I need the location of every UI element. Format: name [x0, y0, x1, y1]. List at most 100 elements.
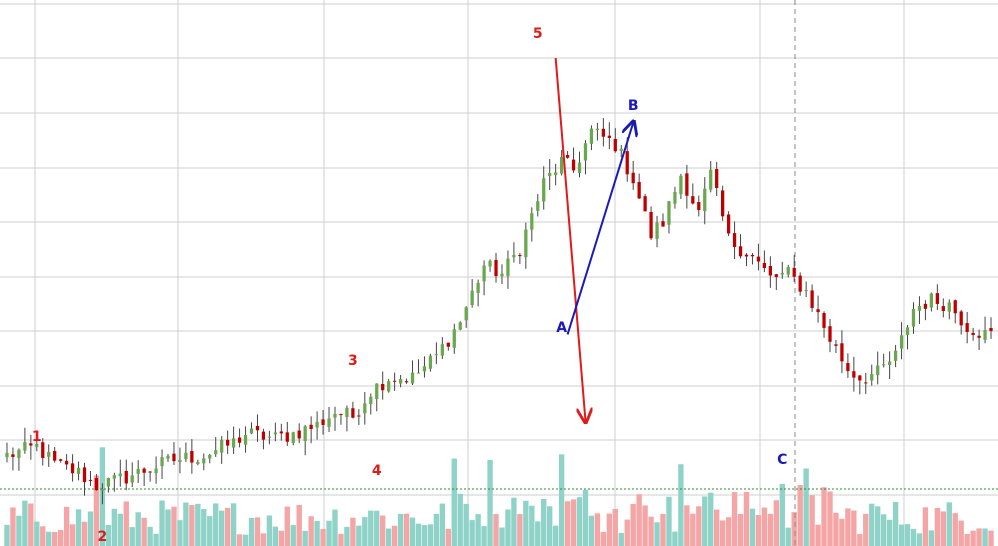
candle-up [196, 461, 200, 465]
volume-bar-up [523, 500, 529, 546]
volume-bar-down [284, 506, 290, 546]
candle-up [76, 467, 81, 475]
candle-up [506, 258, 510, 277]
volume-bar-up [678, 464, 684, 546]
volume-bar-down [767, 513, 774, 546]
candle-up [667, 201, 671, 225]
volume-bar-down [636, 494, 642, 546]
candle-down [148, 471, 152, 473]
volume-bar-down [254, 517, 261, 546]
volume-bar-up [928, 530, 935, 546]
volume-bar-up [242, 534, 249, 546]
candle-up [184, 452, 188, 460]
volume-bar-down [773, 500, 780, 546]
correction-wave-label-b: B [628, 98, 639, 114]
volume-bar-down [594, 513, 601, 546]
candle-up [387, 381, 391, 392]
volume-bar-down [731, 492, 738, 546]
volume-bar-down [797, 485, 803, 546]
volume-bar-up [314, 520, 320, 546]
candle-up [583, 143, 588, 161]
volume-bar-up [535, 521, 541, 546]
volume-bar-down [970, 530, 976, 546]
volume-bar-down [296, 504, 302, 546]
volume-bar-down [10, 507, 16, 546]
candle-up [893, 350, 898, 361]
candle-down [82, 467, 87, 483]
volume-bar-up [576, 497, 583, 546]
candle-up [214, 450, 218, 455]
volume-bar-up [111, 508, 118, 546]
candle-up [577, 162, 582, 173]
volume-bar-down [737, 513, 744, 546]
volume-bar-down [815, 524, 821, 546]
candle-up [363, 403, 367, 414]
volume-bar-down [857, 534, 863, 546]
volume-bar-down [725, 517, 732, 546]
volume-bar-up [898, 524, 905, 546]
candle-down [142, 468, 146, 473]
volume-bar-up [469, 520, 475, 546]
volume-bar-down [403, 513, 410, 546]
volume-bar-up [177, 520, 183, 546]
volume-bar-down [493, 514, 499, 546]
volume-bar-up [117, 513, 123, 546]
candle-up [130, 475, 134, 483]
candle-up [899, 335, 904, 349]
candle-down [726, 214, 731, 234]
candle-down [750, 254, 755, 257]
candle-down [261, 431, 266, 440]
volume-bar-up [982, 528, 988, 546]
candle-down [226, 439, 230, 446]
volume-bar-down [845, 508, 851, 546]
volume-bar-up [385, 528, 392, 546]
candles [5, 118, 993, 505]
candle-up [208, 454, 212, 459]
volume-bar-down [809, 495, 815, 546]
candle-down [798, 275, 802, 292]
volume-bar-down [827, 491, 833, 546]
candle-down [858, 375, 862, 381]
volume-bar-up [749, 508, 756, 546]
volume-bar-up [46, 531, 52, 546]
candle-down [762, 262, 767, 269]
candle-down [94, 478, 99, 491]
candle-down [935, 293, 939, 304]
candle-down [357, 415, 361, 417]
volume-bar-up [409, 517, 416, 546]
candle-down [810, 290, 814, 308]
candle-down [70, 463, 75, 474]
volume-bar-down [976, 528, 982, 546]
candle-down [792, 267, 796, 277]
candle-down [721, 190, 725, 217]
volume-bar-down [761, 507, 768, 546]
candle-down [237, 437, 242, 443]
volume-bar-up [362, 517, 368, 546]
volume-bar-up [552, 525, 559, 546]
impulse-wave-label-5: 5 [533, 26, 543, 42]
candle-up [804, 290, 808, 292]
volume-bar-up [207, 516, 213, 546]
candle-down [11, 454, 15, 457]
candle-down [768, 265, 772, 276]
candle-up [17, 449, 21, 458]
candle-up [882, 364, 886, 366]
volume-bar-down [934, 508, 941, 546]
candle-up [619, 148, 623, 151]
candle-up [524, 229, 528, 258]
volume-bar-down [308, 516, 314, 546]
candle-up [35, 443, 39, 447]
impulse-wave-label-1: 1 [32, 429, 42, 445]
volume-bar-down [123, 501, 129, 546]
volume-bar-down [224, 507, 231, 546]
candle-up [327, 418, 331, 427]
volume-bar-up [558, 454, 565, 546]
candle-up [470, 290, 474, 306]
candle-up [136, 468, 140, 474]
candle-up [47, 451, 51, 457]
volume-bar-down [851, 510, 857, 546]
candle-up [673, 191, 677, 204]
volume-bar-up [153, 533, 159, 546]
candle-down [971, 332, 975, 335]
